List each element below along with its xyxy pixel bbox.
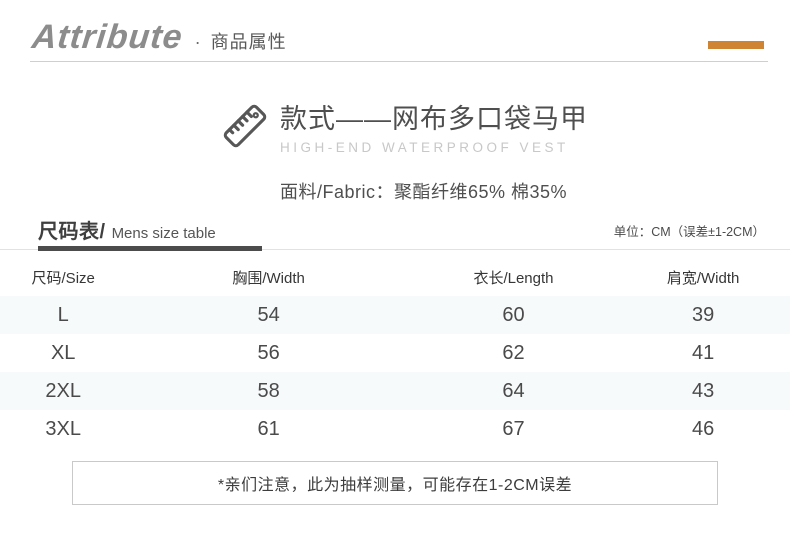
style-title: 款式——网布多口袋马甲 xyxy=(280,104,588,134)
col-header-length: 衣长/Length xyxy=(473,269,554,287)
cell-chest: 56 xyxy=(257,341,280,364)
cell-shoulder: 39 xyxy=(691,303,715,326)
brand-script-logo: Attribute xyxy=(30,18,185,56)
cell-length: 67 xyxy=(502,417,525,440)
cell-shoulder: 43 xyxy=(691,379,715,402)
cell-chest: 58 xyxy=(257,379,280,402)
col-header-chest: 胸围/Width xyxy=(232,269,305,287)
note-box: *亲们注意，此为抽样测量，可能存在1-2CM误差 xyxy=(72,461,718,505)
size-table: 尺码/Size 胸围/Width 衣长/Length 肩宽/Width L 54… xyxy=(0,258,790,448)
orange-accent-bar xyxy=(708,41,764,49)
header-category-label: 商品属性 xyxy=(210,32,287,52)
size-table-header-row: 尺码/Size 胸围/Width 衣长/Length 肩宽/Width xyxy=(0,258,790,296)
style-section: 款式——网布多口袋马甲 HIGH-END WATERPROOF VEST 面料/… xyxy=(218,97,588,204)
style-text-block: 款式——网布多口袋马甲 HIGH-END WATERPROOF VEST 面料/… xyxy=(280,97,588,204)
table-row-xl: XL 56 62 41 xyxy=(0,334,790,372)
table-row-2xl: 2XL 58 64 43 xyxy=(0,372,790,410)
ruler-icon xyxy=(218,99,272,153)
cell-size: XL xyxy=(50,341,76,364)
size-table-title-en: Mens size table xyxy=(111,225,216,242)
size-table-title-cn: 尺码表/ xyxy=(38,221,106,243)
header-divider xyxy=(30,61,768,62)
style-subtitle-en: HIGH-END WATERPROOF VEST xyxy=(280,140,569,155)
cell-length: 60 xyxy=(502,303,525,326)
measurement-note: *亲们注意，此为抽样测量，可能存在1-2CM误差 xyxy=(217,477,573,494)
dot-separator: · xyxy=(194,32,201,52)
col-header-size: 尺码/Size xyxy=(31,269,95,287)
cell-chest: 61 xyxy=(257,417,280,440)
cell-size: 3XL xyxy=(45,417,81,440)
cell-size: 2XL xyxy=(45,379,81,402)
fabric-info: 面料/Fabric：聚酯纤维65% 棉35% xyxy=(280,182,568,202)
col-header-shoulder: 肩宽/Width xyxy=(666,269,740,287)
table-row-l: L 54 60 39 xyxy=(0,296,790,334)
cell-shoulder: 41 xyxy=(691,341,715,364)
cell-shoulder: 46 xyxy=(691,417,715,440)
cell-length: 62 xyxy=(502,341,525,364)
cell-chest: 54 xyxy=(257,303,280,326)
section-divider-thick xyxy=(38,246,262,251)
cell-length: 64 xyxy=(502,379,525,402)
size-table-heading: 尺码表/ Mens size table xyxy=(38,215,216,244)
section-divider-thin xyxy=(0,249,790,250)
section-header: Attribute · 商品属性 xyxy=(30,18,287,57)
unit-note: 单位：CM（误差±1-2CM） xyxy=(613,225,765,239)
cell-size: L xyxy=(57,303,69,326)
table-row-3xl: 3XL 61 67 46 xyxy=(0,410,790,448)
